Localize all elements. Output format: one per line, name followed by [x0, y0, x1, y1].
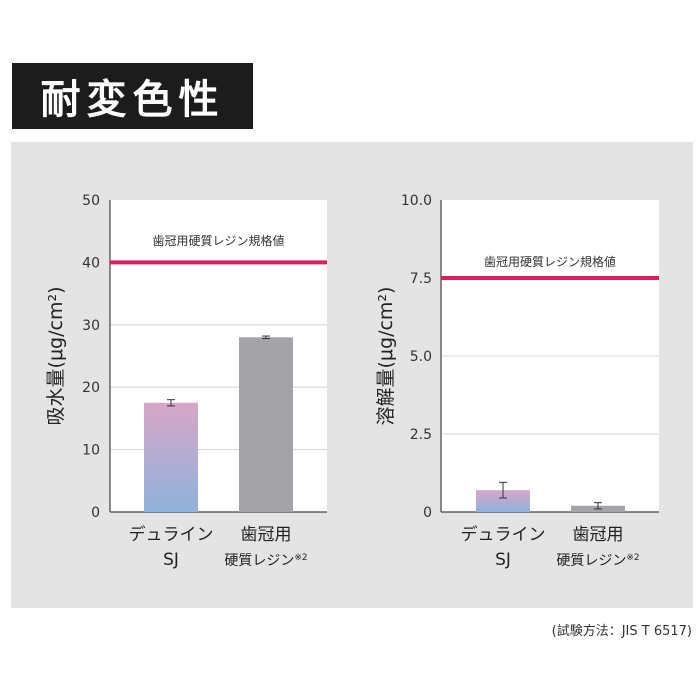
reference-line-label: 歯冠用硬質レジン規格値 [484, 254, 616, 269]
y-tick-label: 40 [82, 255, 100, 271]
bar-duraine-sj [144, 402, 198, 512]
y-axis-label: 吸水量(μg/cm²) [45, 287, 67, 426]
x-category-label: SJ [495, 550, 511, 570]
y-tick-label: 30 [82, 318, 100, 334]
x-category-label: 硬質レジン※2 [224, 553, 307, 569]
y-tick-label: 20 [82, 380, 100, 396]
test-method-note: (試験方法：JIS T 6517) [551, 624, 692, 639]
y-tick-label: 7.5 [410, 271, 432, 287]
x-category-label: SJ [163, 550, 179, 570]
y-tick-label: 10.0 [401, 193, 432, 209]
y-tick-label: 2.5 [410, 427, 432, 443]
y-tick-label: 10 [82, 443, 100, 459]
reference-line-label: 歯冠用硬質レジン規格値 [152, 233, 284, 248]
page-title: 耐変色性 [12, 63, 253, 129]
bar-duraine-sj [476, 490, 530, 512]
y-tick-label: 5.0 [410, 349, 432, 365]
y-tick-label: 0 [423, 505, 432, 521]
x-category-label: デュライン [129, 524, 214, 545]
x-category-label: 歯冠用 [573, 525, 624, 545]
x-category-label: 硬質レジン※2 [556, 553, 639, 569]
x-category-label: 歯冠用 [241, 525, 292, 545]
y-tick-label: 50 [82, 193, 100, 209]
bar-crown-resin [239, 337, 293, 512]
x-category-label: デュライン [461, 524, 546, 545]
y-tick-label: 0 [91, 505, 100, 521]
y-axis-label: 溶解量(μg/cm²) [375, 287, 397, 426]
